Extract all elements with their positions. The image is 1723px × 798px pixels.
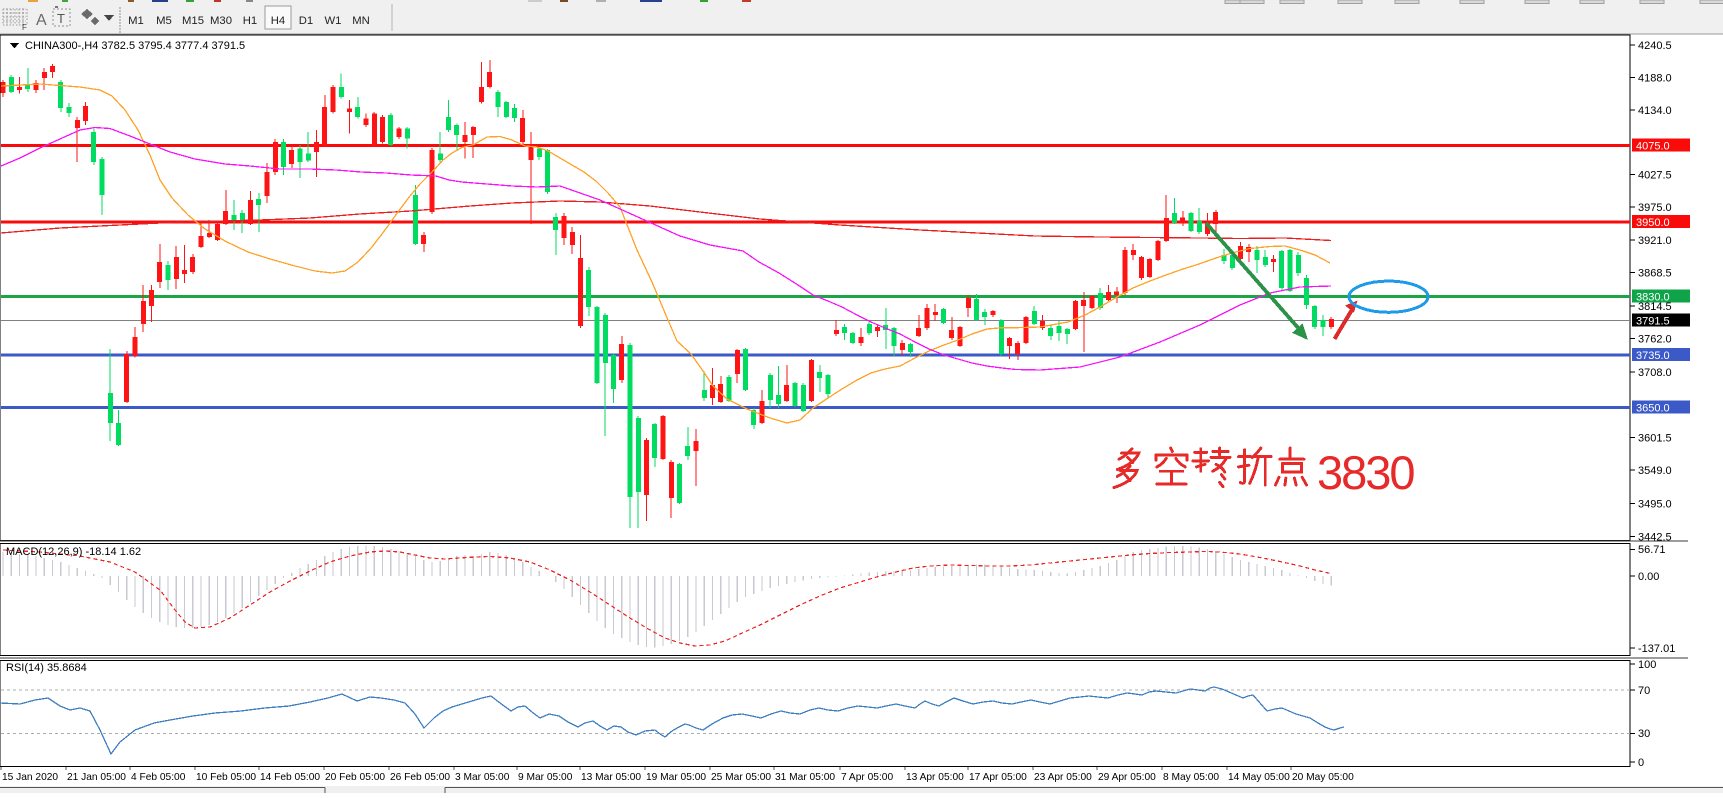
svg-text:3921.0: 3921.0 <box>1638 235 1672 247</box>
svg-text:MACD(12,26,9) -18.14 1.62: MACD(12,26,9) -18.14 1.62 <box>6 546 141 558</box>
svg-text:21 Jan 05:00: 21 Jan 05:00 <box>67 772 126 783</box>
svg-text:3442.5: 3442.5 <box>1638 532 1672 544</box>
svg-text:30: 30 <box>1638 728 1650 740</box>
svg-text:4188.0: 4188.0 <box>1638 72 1672 84</box>
svg-text:13 Apr 05:00: 13 Apr 05:00 <box>906 772 964 783</box>
svg-text:M1: M1 <box>128 15 144 27</box>
svg-text:20 Feb 05:00: 20 Feb 05:00 <box>325 772 385 783</box>
svg-text:23 Apr 05:00: 23 Apr 05:00 <box>1034 772 1092 783</box>
svg-text:T: T <box>57 11 65 26</box>
svg-text:3950.0: 3950.0 <box>1636 217 1670 229</box>
svg-text:3830.0: 3830.0 <box>1636 292 1670 304</box>
svg-text:26 Feb 05:00: 26 Feb 05:00 <box>390 772 450 783</box>
svg-text:3708.0: 3708.0 <box>1638 367 1672 379</box>
svg-text:20 May 05:00: 20 May 05:00 <box>1292 772 1354 783</box>
svg-text:3791.5: 3791.5 <box>1636 315 1670 327</box>
svg-text:M5: M5 <box>156 15 172 27</box>
svg-text:17 Apr 05:00: 17 Apr 05:00 <box>969 772 1027 783</box>
svg-text:A: A <box>36 12 47 29</box>
svg-text:H4: H4 <box>271 15 285 27</box>
svg-text:10 Feb 05:00: 10 Feb 05:00 <box>196 772 256 783</box>
svg-text:70: 70 <box>1638 685 1650 697</box>
svg-text:D1: D1 <box>299 15 313 27</box>
svg-text:3830: 3830 <box>1317 446 1414 499</box>
svg-text:100: 100 <box>1638 659 1656 671</box>
svg-text:3495.0: 3495.0 <box>1638 498 1672 510</box>
svg-text:4240.5: 4240.5 <box>1638 40 1672 52</box>
svg-text:4027.5: 4027.5 <box>1638 170 1672 182</box>
svg-text:3735.0: 3735.0 <box>1636 350 1670 362</box>
svg-text:F: F <box>22 23 27 32</box>
svg-text:RSI(14) 35.8684: RSI(14) 35.8684 <box>6 662 87 674</box>
svg-text:M15: M15 <box>182 15 204 27</box>
svg-text:8 May 05:00: 8 May 05:00 <box>1163 772 1219 783</box>
svg-text:13 Mar 05:00: 13 Mar 05:00 <box>581 772 641 783</box>
svg-text:3650.0: 3650.0 <box>1636 403 1670 415</box>
svg-text:0.00: 0.00 <box>1638 571 1659 583</box>
svg-text:MN: MN <box>352 15 370 27</box>
svg-text:3601.5: 3601.5 <box>1638 433 1672 445</box>
svg-text:0: 0 <box>1638 757 1644 769</box>
svg-text:4134.0: 4134.0 <box>1638 105 1672 117</box>
svg-text:19 Mar 05:00: 19 Mar 05:00 <box>646 772 706 783</box>
svg-text:14 May 05:00: 14 May 05:00 <box>1228 772 1290 783</box>
svg-text:3 Mar 05:00: 3 Mar 05:00 <box>455 772 510 783</box>
svg-text:4 Feb 05:00: 4 Feb 05:00 <box>131 772 186 783</box>
svg-text:3814.5: 3814.5 <box>1638 301 1672 313</box>
svg-text:-137.01: -137.01 <box>1638 643 1675 655</box>
svg-text:CHINA300-,H4 3782.5 3795.4 37: CHINA300-,H4 3782.5 3795.4 3777.4 3791.5 <box>25 40 245 52</box>
svg-text:4075.0: 4075.0 <box>1636 141 1670 153</box>
svg-text:9 Mar 05:00: 9 Mar 05:00 <box>518 772 573 783</box>
svg-text:3868.5: 3868.5 <box>1638 268 1672 280</box>
svg-text:15 Jan 2020: 15 Jan 2020 <box>2 772 58 783</box>
svg-text:31 Mar 05:00: 31 Mar 05:00 <box>775 772 835 783</box>
svg-text:3975.0: 3975.0 <box>1638 202 1672 214</box>
svg-text:7 Apr 05:00: 7 Apr 05:00 <box>841 772 893 783</box>
svg-text:H1: H1 <box>243 15 257 27</box>
svg-text:25 Mar 05:00: 25 Mar 05:00 <box>711 772 771 783</box>
svg-text:3549.0: 3549.0 <box>1638 465 1672 477</box>
svg-text:W1: W1 <box>325 15 342 27</box>
svg-text:3762.0: 3762.0 <box>1638 334 1672 346</box>
svg-text:14 Feb 05:00: 14 Feb 05:00 <box>260 772 320 783</box>
svg-text:29 Apr 05:00: 29 Apr 05:00 <box>1098 772 1156 783</box>
svg-text:M30: M30 <box>210 15 232 27</box>
svg-text:56.71: 56.71 <box>1638 544 1666 556</box>
